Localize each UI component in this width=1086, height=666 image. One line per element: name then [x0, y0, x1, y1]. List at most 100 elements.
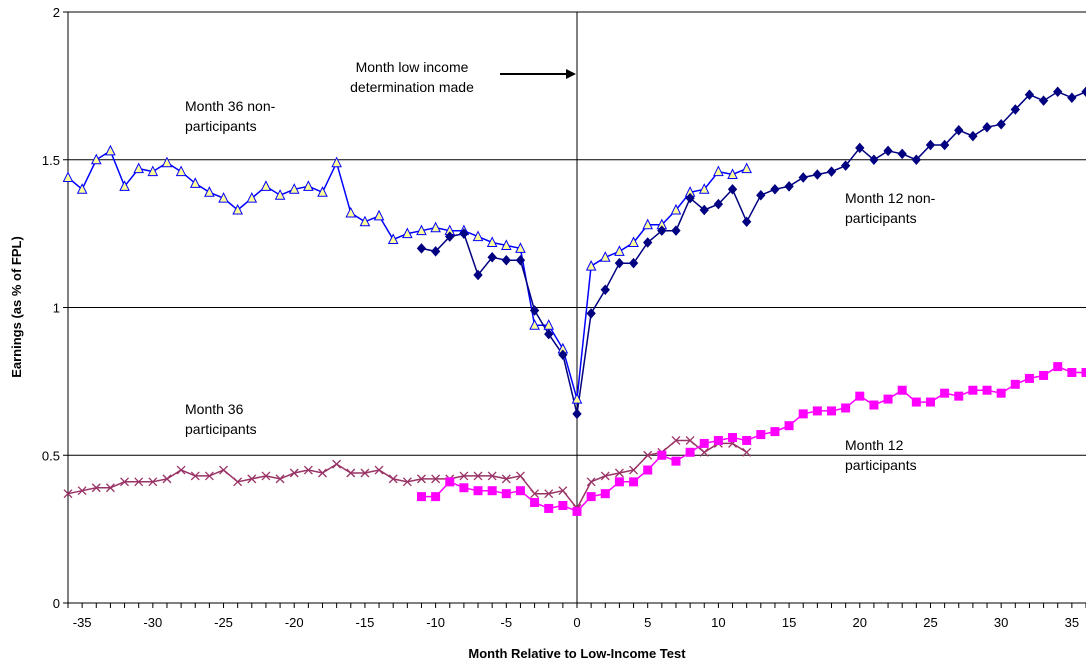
data-point-stroke — [63, 489, 73, 499]
data-point — [699, 438, 709, 448]
data-point — [346, 468, 356, 478]
data-point — [883, 145, 893, 157]
data-point — [204, 471, 214, 481]
data-point — [373, 209, 385, 221]
data-point — [586, 477, 596, 487]
data-point — [897, 148, 907, 160]
data-point — [402, 227, 413, 239]
data-point — [487, 252, 497, 263]
data-point — [756, 430, 766, 440]
data-point-stroke — [614, 468, 624, 478]
data-point — [628, 236, 639, 247]
data-point-stroke — [558, 486, 568, 496]
axes — [63, 11, 1086, 608]
data-point — [657, 450, 667, 460]
annotation-line: Month 12 — [845, 437, 904, 453]
data-point-stroke — [530, 489, 540, 499]
data-point-stroke — [275, 474, 285, 484]
data-point — [642, 218, 654, 230]
x-tick-label: -10 — [426, 615, 445, 630]
data-point — [925, 397, 935, 407]
data-point — [982, 121, 992, 133]
data-point — [500, 239, 512, 250]
data-point-stroke — [388, 474, 398, 484]
data-point — [459, 471, 469, 481]
annotation-month-12-non-participants: Month 12 non- participants — [845, 190, 936, 226]
data-point — [614, 477, 624, 487]
data-point — [713, 198, 724, 210]
data-point — [756, 189, 766, 201]
data-point — [120, 477, 130, 487]
x-tick-label: 0 — [573, 615, 580, 630]
data-point — [486, 236, 498, 247]
x-tick-label: 20 — [853, 615, 867, 630]
data-point — [416, 243, 427, 254]
data-point — [713, 165, 724, 177]
annotation-month-36-non-participants: Month 36 non- participants — [185, 98, 276, 134]
data-point — [260, 180, 272, 191]
data-point — [670, 203, 682, 215]
data-point — [911, 154, 922, 166]
data-point — [968, 130, 978, 142]
data-point — [459, 483, 469, 493]
data-point — [784, 421, 794, 431]
data-point — [1024, 373, 1034, 383]
data-point — [204, 186, 215, 197]
data-point-stroke — [233, 477, 243, 487]
data-point — [303, 465, 313, 475]
data-point — [982, 385, 992, 395]
data-point — [288, 183, 300, 194]
data-point — [1081, 86, 1086, 98]
data-point — [600, 471, 610, 481]
data-point — [629, 477, 639, 487]
annotation-line: Month 36 — [185, 401, 244, 417]
data-point-stroke — [487, 471, 497, 481]
data-point — [897, 385, 907, 395]
data-point-stroke — [629, 465, 639, 475]
data-point-stroke — [105, 483, 115, 493]
data-point — [1067, 368, 1077, 378]
data-point — [105, 144, 116, 156]
data-point — [798, 172, 808, 183]
data-point — [585, 260, 597, 271]
data-point-stroke — [459, 471, 469, 481]
data-point — [614, 257, 625, 269]
data-point-stroke — [515, 471, 525, 481]
x-tick-label: 25 — [923, 615, 937, 630]
data-point-stroke — [162, 474, 172, 484]
data-point — [671, 456, 681, 466]
x-tick-label: 10 — [711, 615, 725, 630]
data-point — [571, 392, 583, 404]
data-point — [558, 486, 568, 496]
data-point — [586, 492, 596, 502]
data-point — [359, 215, 371, 227]
data-point — [727, 184, 738, 195]
data-point — [614, 245, 625, 256]
data-point — [176, 465, 186, 475]
data-point — [530, 498, 540, 508]
data-point — [530, 489, 540, 499]
data-point — [189, 177, 201, 188]
data-point — [275, 474, 285, 484]
data-point — [318, 468, 327, 478]
data-point — [685, 447, 695, 457]
data-point-stroke — [91, 483, 101, 493]
data-point-stroke — [176, 465, 186, 475]
data-point — [274, 189, 286, 200]
data-point — [529, 305, 540, 316]
data-point-stroke — [148, 477, 158, 487]
data-point — [472, 230, 484, 242]
annotation-line: participants — [845, 210, 917, 226]
data-point — [826, 166, 837, 177]
data-point — [572, 408, 582, 420]
data-point — [473, 269, 483, 281]
data-point — [232, 203, 243, 215]
data-point — [360, 468, 370, 478]
data-point — [487, 486, 497, 496]
data-point — [515, 486, 525, 496]
data-point — [91, 483, 101, 493]
data-point — [416, 492, 426, 502]
x-tick-label: -15 — [356, 615, 375, 630]
data-point — [417, 474, 426, 484]
